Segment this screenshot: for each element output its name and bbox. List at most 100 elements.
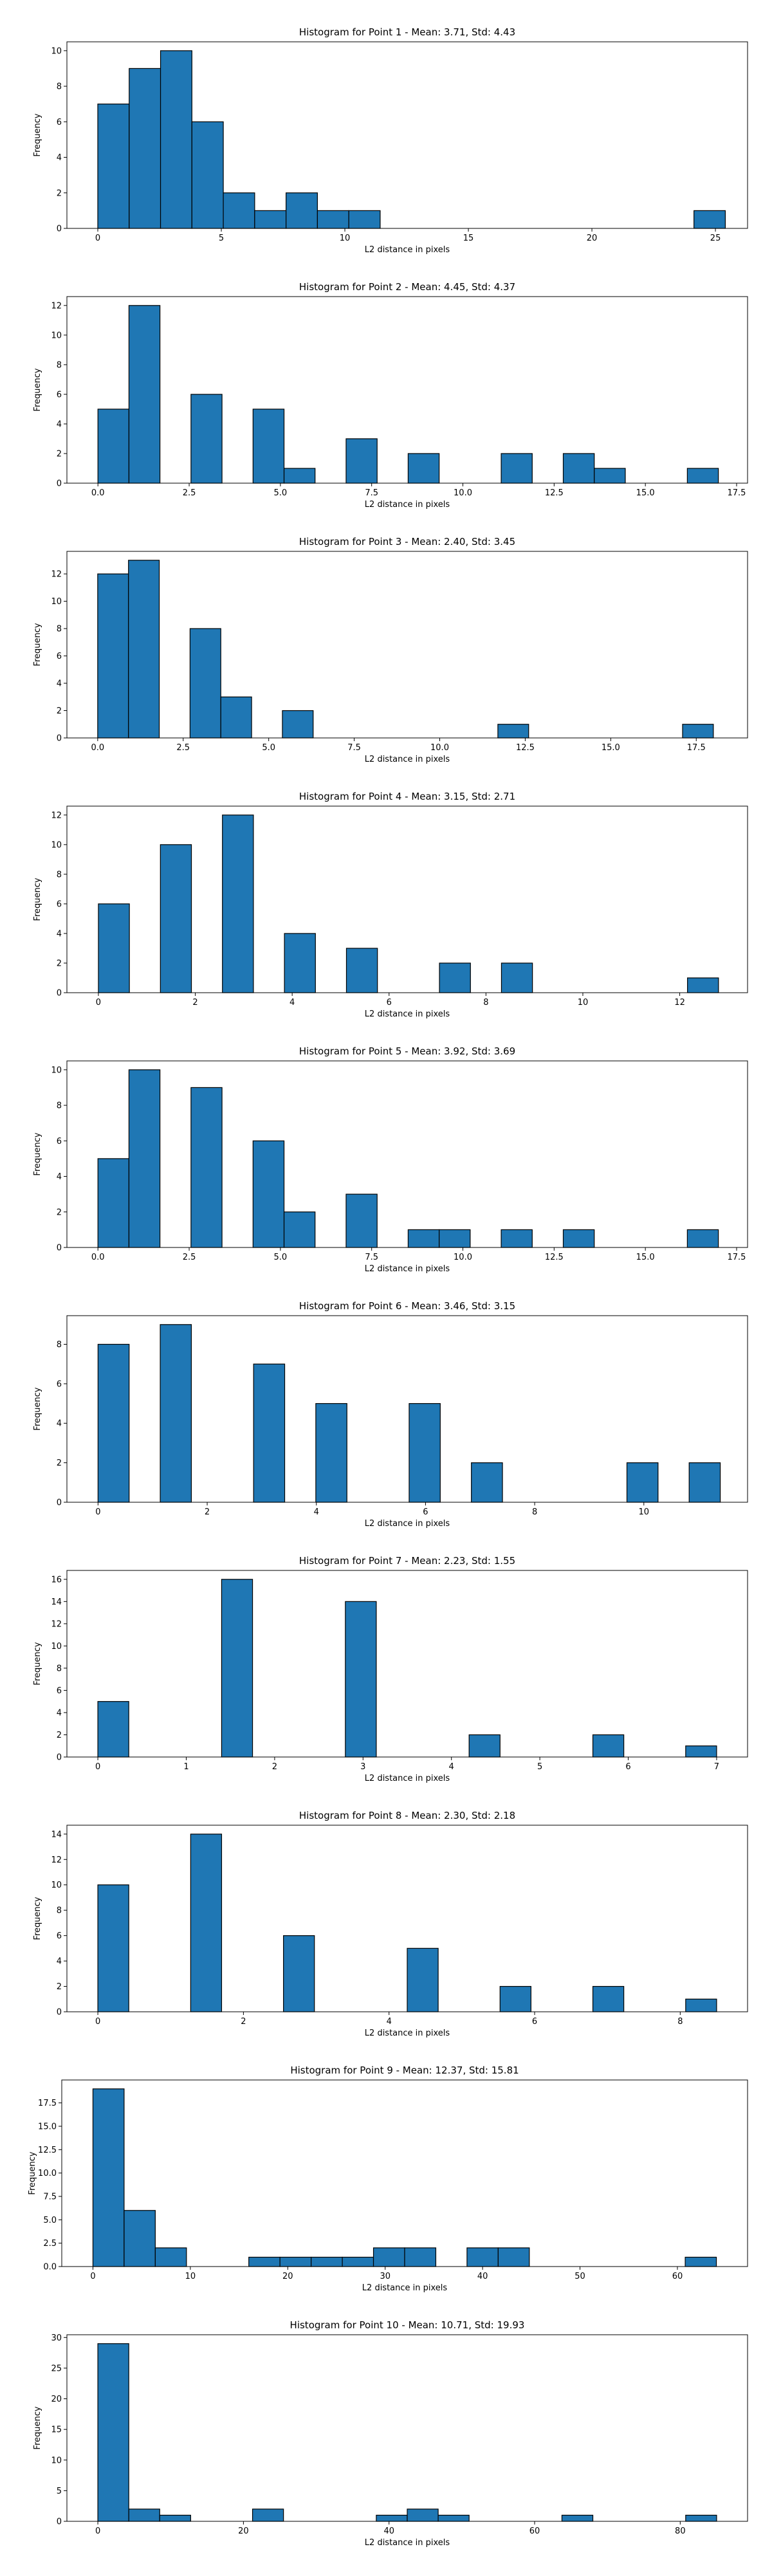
y-tick-label: 6 xyxy=(57,1931,62,1941)
histogram-bar xyxy=(501,1229,533,1248)
histogram-bar xyxy=(190,394,223,484)
x-tick-label: 4 xyxy=(449,1762,454,1772)
histogram-bar xyxy=(562,1229,595,1248)
histogram-bar xyxy=(501,453,533,484)
y-tick-label: 10 xyxy=(51,597,62,607)
histogram-bar xyxy=(190,1087,223,1248)
histogram-bar xyxy=(685,2514,717,2522)
x-tick-label: 15 xyxy=(463,234,474,243)
y-tick-label: 6 xyxy=(57,652,62,661)
y-tick-label: 20 xyxy=(51,2395,62,2404)
y-tick-label: 10 xyxy=(51,840,62,850)
x-tick-label: 2.5 xyxy=(183,488,196,498)
y-tick-label: 5 xyxy=(57,2487,62,2496)
y-tick-label: 2 xyxy=(57,1731,62,1740)
x-tick-label: 25 xyxy=(710,234,721,243)
histogram-bar xyxy=(221,1579,253,1758)
x-tick-label: 2 xyxy=(272,1762,277,1772)
y-tick-label: 4 xyxy=(57,929,62,939)
x-tick-label: 7.5 xyxy=(347,743,361,753)
histogram-bar xyxy=(97,1701,129,1758)
histogram-bar xyxy=(98,903,130,993)
histogram-bar xyxy=(248,2256,280,2267)
histogram-bar xyxy=(252,2508,284,2522)
x-tick-label: 8 xyxy=(483,998,488,1007)
chart-title: Histogram for Point 5 - Mean: 3.92, Std:… xyxy=(299,1045,515,1057)
x-tick-label: 60 xyxy=(672,2272,683,2281)
y-axis-label: Frequency xyxy=(33,113,42,156)
x-tick-label: 17.5 xyxy=(687,743,706,753)
chart-title: Histogram for Point 8 - Mean: 2.30, Std:… xyxy=(299,1810,515,1821)
y-axis-label: Frequency xyxy=(33,878,42,921)
histogram-bar xyxy=(159,2514,191,2522)
x-tick-label: 17.5 xyxy=(728,1253,746,1262)
x-tick-label: 10 xyxy=(340,234,351,243)
y-tick-label: 8 xyxy=(57,625,62,634)
x-tick-label: 10 xyxy=(578,998,589,1007)
x-tick-label: 10.0 xyxy=(454,1253,472,1262)
x-tick-label: 5.0 xyxy=(274,1253,288,1262)
y-axis-label: Frequency xyxy=(33,1642,42,1685)
y-tick-label: 0 xyxy=(57,2517,62,2527)
histogram-bar xyxy=(124,2210,156,2267)
histogram-bar xyxy=(253,1363,286,1503)
x-tick-label: 10 xyxy=(185,2272,196,2281)
x-tick-label: 2.5 xyxy=(183,1253,196,1262)
histogram-bar xyxy=(404,2247,437,2267)
y-tick-label: 0.0 xyxy=(43,2263,57,2272)
y-tick-label: 30 xyxy=(51,2333,62,2343)
y-tick-label: 10 xyxy=(51,2456,62,2465)
histogram-bar xyxy=(128,2508,160,2522)
y-axis-label: Frequency xyxy=(33,1387,42,1430)
x-tick-label: 5.0 xyxy=(262,743,275,753)
y-tick-label: 0 xyxy=(57,1753,62,1763)
histogram-bar xyxy=(345,948,378,993)
x-axis-label: L2 distance in pixels xyxy=(365,1774,450,1783)
histogram-bar xyxy=(686,1229,719,1248)
histogram-bar xyxy=(342,2256,374,2267)
x-tick-label: 40 xyxy=(477,2272,488,2281)
y-tick-label: 0 xyxy=(57,479,62,489)
histogram-bar xyxy=(97,104,130,229)
x-tick-label: 2 xyxy=(205,1507,210,1517)
histogram-bar xyxy=(685,2256,717,2267)
x-tick-label: 15.0 xyxy=(636,1253,655,1262)
x-tick-label: 2.5 xyxy=(176,743,190,753)
histogram-bar xyxy=(128,1069,161,1248)
y-tick-label: 6 xyxy=(57,118,62,127)
histogram-bar xyxy=(592,1985,625,2012)
histogram-bar xyxy=(160,50,192,229)
y-axis-label: Frequency xyxy=(33,2406,42,2449)
y-tick-label: 12.5 xyxy=(38,2146,57,2155)
histogram-panel-10: Histogram for Point 10 - Mean: 10.71, St… xyxy=(33,2319,748,2548)
histogram-panel-8: Histogram for Point 8 - Mean: 2.30, Std:… xyxy=(33,1810,748,2038)
histogram-bar xyxy=(407,1229,440,1248)
chart-title: Histogram for Point 6 - Mean: 3.46, Std:… xyxy=(299,1300,515,1312)
histogram-bar xyxy=(497,724,529,739)
histogram-bar xyxy=(345,438,378,484)
x-tick-label: 7.5 xyxy=(365,488,378,498)
histogram-bar xyxy=(252,409,285,484)
x-tick-label: 10.0 xyxy=(454,488,472,498)
y-tick-label: 2 xyxy=(57,449,62,459)
histogram-panel-3: Histogram for Point 3 - Mean: 2.40, Std:… xyxy=(33,536,748,764)
chart-title: Histogram for Point 10 - Mean: 10.71, St… xyxy=(290,2319,525,2331)
histogram-bar xyxy=(345,1193,378,1248)
histogram-bar xyxy=(561,2514,594,2522)
y-tick-label: 10 xyxy=(51,1065,62,1075)
x-tick-label: 4 xyxy=(314,1507,319,1517)
histogram-bar xyxy=(279,2256,312,2267)
x-tick-label: 0 xyxy=(95,1762,100,1772)
histogram-bar xyxy=(92,2088,125,2267)
plot-frame xyxy=(66,805,748,993)
x-tick-label: 20 xyxy=(238,2526,249,2536)
y-tick-label: 15 xyxy=(51,2425,62,2435)
y-tick-label: 10 xyxy=(51,1881,62,1890)
histogram-bar xyxy=(345,1601,377,1758)
histogram-panel-7: Histogram for Point 7 - Mean: 2.23, Std:… xyxy=(33,1555,748,1783)
histogram-bar xyxy=(284,933,316,993)
histogram-bar xyxy=(376,2514,408,2522)
x-tick-label: 8 xyxy=(677,2017,683,2027)
histogram-panel-1: Histogram for Point 1 - Mean: 3.71, Std:… xyxy=(33,26,748,255)
y-tick-label: 14 xyxy=(51,1830,62,1839)
